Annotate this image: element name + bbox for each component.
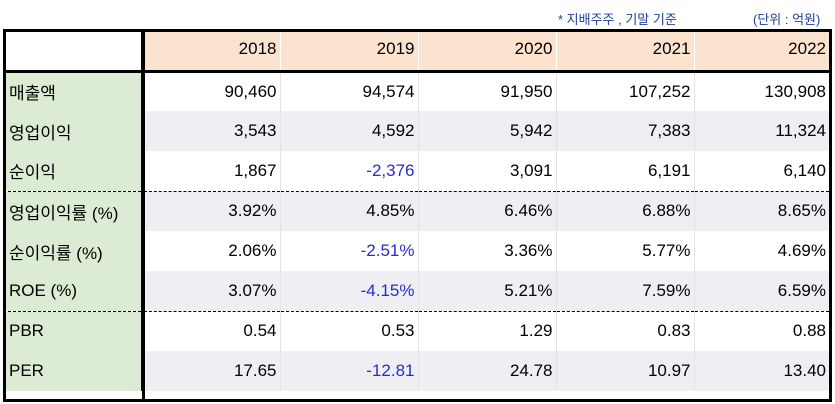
row-label: 영업이익률 (%) <box>3 190 144 231</box>
value-cell: 3,543 <box>142 111 280 151</box>
value-cell: 0.88 <box>693 310 829 351</box>
value-cell: 4.85% <box>279 190 418 231</box>
value-cell: 107,252 <box>555 71 694 111</box>
value-cell: 7.59% <box>555 271 694 311</box>
table-row-net-income: 순이익 1,867 -2,376 3,091 6,191 6,140 <box>3 151 829 191</box>
table-row-revenue: 매출액 90,460 94,574 91,950 107,252 130,908 <box>3 71 829 111</box>
value-cell: 3.07% <box>142 271 280 311</box>
table-row-per: PER 17.65 -12.81 24.78 10.97 13.40 <box>3 351 829 391</box>
table-row-roe: ROE (%) 3.07% -4.15% 5.21% 7.59% 6.59% <box>3 271 829 311</box>
row-label: 순이익률 (%) <box>3 231 144 271</box>
value-cell: 5.21% <box>417 271 556 311</box>
row-label: ROE (%) <box>3 271 144 311</box>
table-notes: * 지배주주 , 기말 기준 (단위 : 억원) <box>0 9 835 29</box>
value-cell: 10.97 <box>555 351 694 391</box>
value-cell: 6.88% <box>555 190 694 231</box>
value-cell: 6.59% <box>693 271 829 311</box>
value-cell: 130,908 <box>693 71 829 111</box>
value-cell: 13.40 <box>693 351 829 391</box>
value-cell: 6,191 <box>555 151 694 191</box>
value-cell: 5.77% <box>555 231 694 271</box>
year-header: 2020 <box>417 29 556 73</box>
unit-note: (단위 : 억원) <box>753 12 821 27</box>
value-cell: 90,460 <box>224 81 277 101</box>
value-cell: 3.92% <box>142 190 280 231</box>
year-header: 2022 <box>693 29 829 73</box>
value-cell: 24.78 <box>417 351 556 391</box>
row-label: PER <box>3 351 144 391</box>
value-cell: 1,867 <box>233 160 277 180</box>
negative-value-cell: -4.15% <box>279 271 418 311</box>
value-cell: 91,950 <box>417 71 556 111</box>
negative-value-cell: -2.51% <box>279 231 418 271</box>
year-header: 2021 <box>555 29 694 73</box>
negative-value-cell: -2,376 <box>279 151 418 191</box>
value-cell: 0.53 <box>279 310 418 351</box>
row-label: 매출액 <box>3 71 144 111</box>
negative-value-cell: -12.81 <box>279 351 418 391</box>
value-cell: 4.69% <box>693 231 829 271</box>
value-cell: 3,091 <box>417 151 556 191</box>
value-cell: 0.54 <box>142 310 280 351</box>
value-cell: 6.46% <box>417 190 556 231</box>
value-cell: 17.65 <box>142 351 280 391</box>
year-header: 2018 <box>141 29 280 73</box>
financial-summary-table: 2018 2019 2020 2021 2022 매출액 90,460 94,5… <box>3 29 829 391</box>
value-cell: 1.29 <box>417 310 556 351</box>
row-label: PBR <box>3 310 144 351</box>
corner-cell <box>3 29 144 73</box>
value-cell: 7,383 <box>555 111 694 151</box>
value-cell: 4,592 <box>279 111 418 151</box>
value-cell: 3.36% <box>417 231 556 271</box>
header-row: 2018 2019 2020 2021 2022 <box>3 29 829 73</box>
value-cell: 6,140 <box>693 151 829 191</box>
row-label: 영업이익 <box>3 111 144 151</box>
value-cell: 2.06% <box>228 241 277 260</box>
table-row-net-margin: 순이익률 (%) 2.06% -2.51% 3.36% 5.77% 4.69% <box>3 231 829 271</box>
value-cell: 94,574 <box>279 71 418 111</box>
table-row-operating-profit: 영업이익 3,543 4,592 5,942 7,383 11,324 <box>3 111 829 151</box>
value-cell: 5,942 <box>417 111 556 151</box>
table-row-operating-margin: 영업이익률 (%) 3.92% 4.85% 6.46% 6.88% 8.65% <box>3 190 829 231</box>
value-cell: 0.83 <box>555 310 694 351</box>
basis-note: * 지배주주 , 기말 기준 <box>558 12 677 27</box>
row-label: 순이익 <box>3 151 144 191</box>
year-header: 2019 <box>279 29 418 73</box>
table-row-pbr: PBR 0.54 0.53 1.29 0.83 0.88 <box>3 310 829 351</box>
value-cell: 8.65% <box>693 190 829 231</box>
value-cell: 11,324 <box>693 111 829 151</box>
